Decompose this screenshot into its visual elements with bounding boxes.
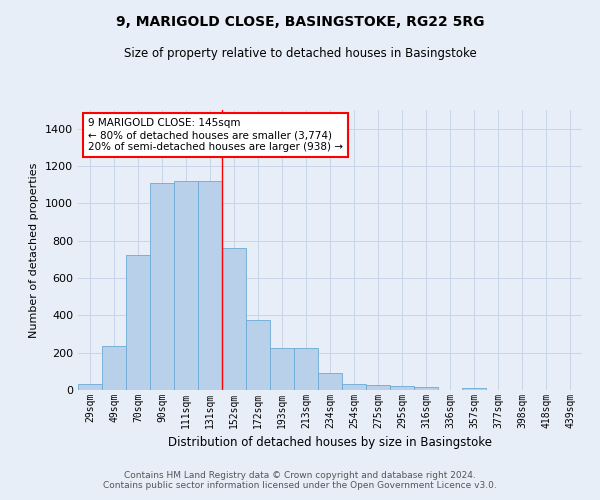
Bar: [462, 388, 486, 390]
Y-axis label: Number of detached properties: Number of detached properties: [29, 162, 40, 338]
Bar: [366, 386, 390, 390]
Bar: [150, 183, 174, 390]
Bar: [414, 387, 438, 390]
Text: 9 MARIGOLD CLOSE: 145sqm
← 80% of detached houses are smaller (3,774)
20% of sem: 9 MARIGOLD CLOSE: 145sqm ← 80% of detach…: [88, 118, 343, 152]
Bar: [342, 384, 366, 390]
Bar: [198, 181, 222, 390]
Text: 9, MARIGOLD CLOSE, BASINGSTOKE, RG22 5RG: 9, MARIGOLD CLOSE, BASINGSTOKE, RG22 5RG: [116, 15, 484, 29]
Text: Size of property relative to detached houses in Basingstoke: Size of property relative to detached ho…: [124, 48, 476, 60]
Bar: [174, 181, 198, 390]
Bar: [78, 384, 102, 390]
Bar: [102, 346, 126, 390]
X-axis label: Distribution of detached houses by size in Basingstoke: Distribution of detached houses by size …: [168, 436, 492, 450]
Bar: [246, 320, 270, 390]
Bar: [294, 348, 318, 390]
Bar: [270, 348, 294, 390]
Bar: [222, 248, 246, 390]
Bar: [390, 386, 414, 390]
Bar: [318, 373, 342, 390]
Text: Contains HM Land Registry data © Crown copyright and database right 2024.
Contai: Contains HM Land Registry data © Crown c…: [103, 470, 497, 490]
Bar: [126, 254, 150, 390]
